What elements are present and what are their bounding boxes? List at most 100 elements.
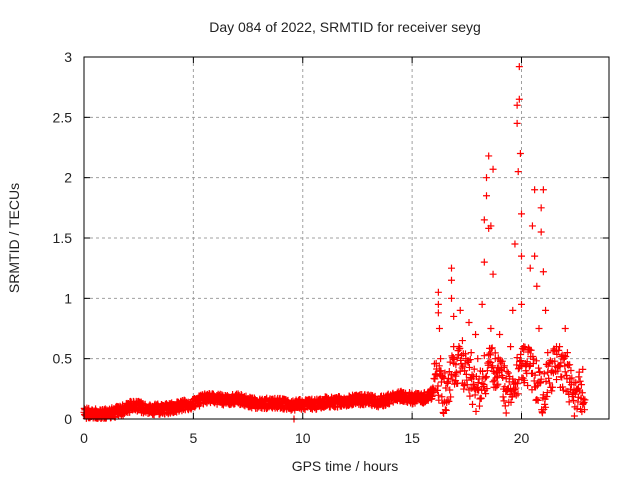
data-point	[581, 406, 588, 414]
data-point	[542, 403, 550, 411]
data-point	[513, 354, 521, 362]
data-point	[539, 409, 546, 417]
data-point	[498, 367, 506, 375]
data-point	[450, 312, 458, 320]
data-point	[548, 387, 556, 395]
data-point	[448, 371, 455, 379]
data-point	[507, 343, 515, 351]
data-point	[444, 374, 452, 382]
data-point	[494, 380, 502, 388]
data-point	[450, 355, 458, 363]
data-point	[581, 396, 589, 404]
data-point	[521, 376, 529, 384]
data-point	[472, 407, 480, 415]
data-point	[434, 309, 442, 317]
data-point	[441, 369, 449, 377]
data-point	[478, 300, 486, 308]
data-point	[123, 407, 131, 415]
data-point	[433, 372, 441, 380]
data-point	[474, 355, 482, 363]
data-point	[534, 396, 542, 404]
data-point	[446, 358, 454, 366]
x-axis-label: GPS time / hours	[292, 458, 399, 474]
data-point	[470, 365, 478, 373]
data-point	[563, 349, 571, 357]
y-tick-label: 1	[64, 290, 72, 306]
data-point	[481, 374, 489, 382]
data-point	[566, 375, 574, 383]
data-point	[442, 406, 450, 414]
data-point	[430, 388, 438, 396]
data-point	[524, 382, 532, 390]
y-tick-label: 0	[64, 411, 72, 427]
data-point	[522, 367, 530, 375]
data-point	[486, 351, 494, 359]
data-point	[565, 398, 573, 406]
data-point	[508, 393, 516, 401]
data-point	[477, 394, 485, 402]
data-point	[448, 294, 455, 302]
data-point	[450, 343, 458, 351]
data-point	[437, 378, 445, 386]
data-point	[510, 378, 518, 386]
data-point	[561, 368, 569, 376]
data-point	[515, 63, 523, 71]
data-point	[498, 357, 506, 365]
x-axis-ticks: 0 5 10 15 20	[80, 57, 529, 446]
data-point	[455, 351, 462, 359]
data-point	[434, 300, 442, 308]
data-point	[467, 349, 475, 357]
data-point	[483, 373, 490, 381]
data-point	[504, 385, 512, 393]
data-point	[478, 379, 486, 387]
data-point	[537, 204, 545, 212]
y-axis-label: SRMTID / TECUs	[6, 183, 22, 293]
data-point	[509, 306, 517, 314]
data-point	[496, 331, 504, 339]
data-point	[466, 356, 474, 364]
data-point	[568, 374, 576, 382]
data-point	[480, 352, 488, 360]
data-point	[466, 392, 474, 400]
x-tick-label: 5	[189, 430, 197, 446]
data-point	[442, 384, 450, 392]
data-point	[456, 344, 464, 352]
data-point	[437, 355, 445, 363]
data-point	[543, 389, 551, 397]
data-point	[539, 186, 547, 194]
data-point	[518, 210, 525, 218]
data-point	[537, 375, 545, 383]
data-point	[509, 375, 517, 383]
data-point	[504, 369, 512, 377]
data-point	[458, 337, 466, 345]
data-point	[452, 369, 460, 377]
data-point	[435, 325, 443, 332]
data-point	[475, 375, 483, 383]
data-point	[488, 344, 496, 352]
data-point	[518, 252, 525, 260]
data-point	[485, 152, 493, 160]
data-point	[570, 379, 578, 387]
data-point	[493, 382, 501, 390]
data-point	[469, 400, 476, 408]
data-point	[531, 252, 539, 260]
data-point	[434, 288, 442, 296]
data-point	[539, 268, 547, 276]
x-tick-label: 10	[295, 430, 311, 446]
data-point	[528, 222, 536, 230]
data-point	[448, 276, 455, 284]
data-point	[525, 362, 533, 370]
data-point	[566, 361, 574, 369]
data-point	[487, 325, 495, 332]
data-point	[548, 367, 556, 375]
data-point	[540, 370, 548, 378]
data-point	[434, 382, 442, 390]
data-point	[553, 343, 560, 351]
data-point	[492, 374, 500, 382]
data-point	[557, 359, 565, 367]
data-point	[511, 385, 519, 393]
data-point	[512, 384, 520, 392]
data-point	[579, 401, 587, 409]
data-point	[570, 412, 578, 420]
data-point	[500, 397, 508, 405]
